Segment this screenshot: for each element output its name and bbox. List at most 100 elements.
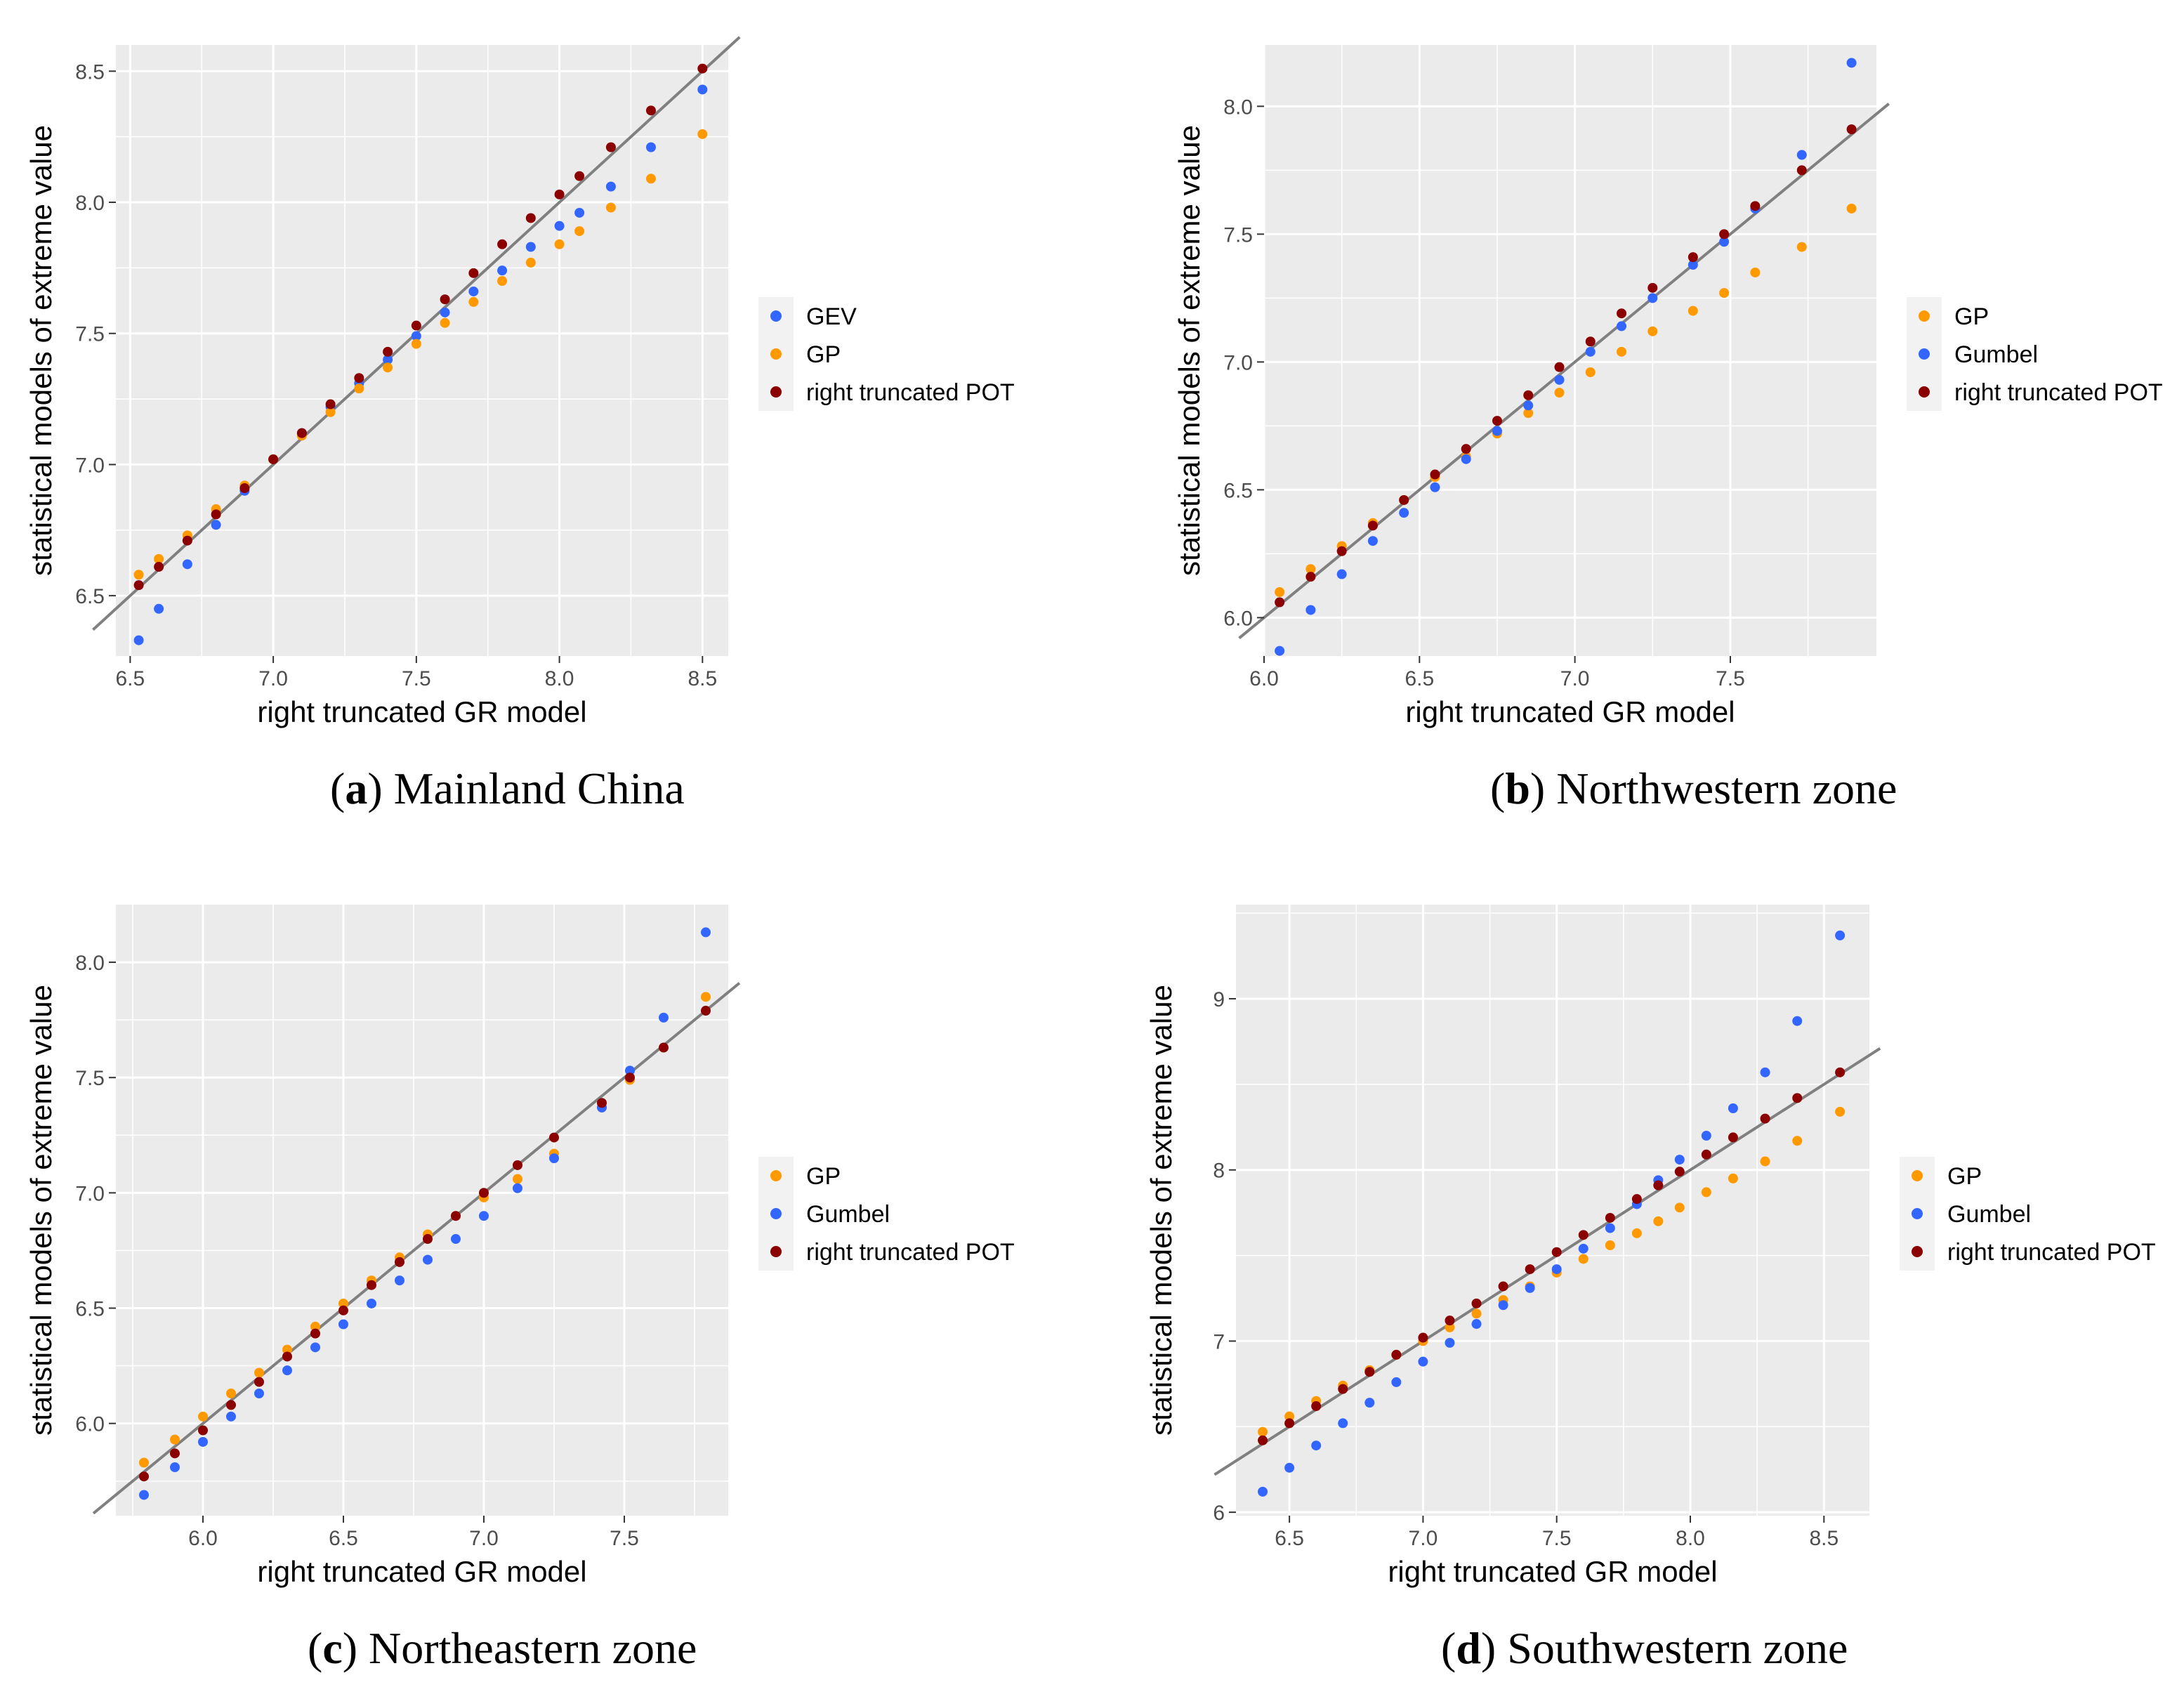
- point-right-truncated-pot: [254, 1377, 264, 1387]
- plot-background: [116, 905, 728, 1516]
- y-tick-label: 7.5: [1223, 223, 1253, 247]
- legend-marker: [1919, 348, 1930, 360]
- point-gumbel: [1688, 260, 1698, 270]
- y-axis-title: statistical models of extreme value: [1145, 985, 1178, 1436]
- point-gumbel: [1605, 1223, 1615, 1233]
- point-gp: [1760, 1156, 1770, 1167]
- point-right-truncated-pot: [597, 1098, 607, 1108]
- point-gp: [1750, 267, 1761, 277]
- y-axis-title: statistical models of extreme value: [25, 985, 58, 1436]
- point-right-truncated-pot: [625, 1072, 635, 1083]
- point-gumbel: [1445, 1337, 1455, 1348]
- point-gp: [1674, 1202, 1685, 1213]
- point-right-truncated-pot: [1492, 416, 1502, 426]
- point-gp: [338, 1298, 348, 1308]
- point-gp: [154, 553, 164, 564]
- point-gp: [1701, 1187, 1711, 1198]
- point-right-truncated-pot: [1284, 1418, 1295, 1429]
- point-gp: [1631, 1228, 1642, 1238]
- point-gumbel: [282, 1365, 292, 1376]
- point-right-truncated-pot: [549, 1132, 559, 1143]
- point-right-truncated-pot: [1367, 520, 1378, 531]
- point-right-truncated-pot: [525, 213, 536, 223]
- y-tick-label: 7.0: [75, 454, 105, 477]
- point-right-truncated-pot: [497, 239, 508, 249]
- caption-text: Mainland China: [393, 763, 685, 813]
- x-tick-label: 6.0: [188, 1527, 218, 1550]
- point-gumbel: [1430, 482, 1440, 492]
- legend-marker: [1912, 1208, 1923, 1219]
- points: [1275, 58, 1857, 656]
- point-gp: [411, 339, 421, 349]
- point-right-truncated-pot: [574, 171, 585, 181]
- chart-mainland-china: 6.5 7.0 7.5 8.0 8.5 6.5 7.0 7.5 8.0 8.5 right trun…: [25, 36, 1015, 728]
- point-gp: [1792, 1136, 1803, 1146]
- point-gumbel: [254, 1389, 264, 1398]
- point-gp: [1275, 586, 1285, 597]
- point-gp: [701, 992, 711, 1002]
- point-gumbel: [1719, 237, 1730, 247]
- point-gumbel: [1275, 645, 1285, 656]
- caption-text: Northwestern zone: [1556, 763, 1897, 813]
- point-gumbel: [1471, 1319, 1482, 1330]
- legend-label: GP: [1947, 1163, 1982, 1190]
- point-right-truncated-pot: [1554, 362, 1565, 372]
- legend-marker: [770, 348, 782, 360]
- legend-label: right truncated POT: [1954, 379, 2163, 406]
- point-gumbel: [1792, 1016, 1803, 1026]
- point-gumbel: [170, 1462, 180, 1473]
- point-right-truncated-pot: [697, 63, 708, 74]
- y-tick-label: 9: [1213, 988, 1225, 1011]
- x-axis-title: right truncated GR model: [257, 695, 586, 728]
- point-gp: [226, 1389, 236, 1398]
- x-tick-label: 7.5: [1716, 667, 1745, 690]
- panel-mainland-china: 6.5 7.0 7.5 8.0 8.5 6.5 7.0 7.5 8.0 8.5 right trun…: [0, 0, 1092, 846]
- y-tick-label: 7.5: [75, 1067, 105, 1090]
- panel-northwestern-zone: 6.0 6.5 7.0 7.5 6.0 6.5 7.0 7.5 8.0 right truncat…: [1092, 0, 2184, 846]
- point-gumbel: [1551, 1264, 1562, 1275]
- point-gp: [1728, 1173, 1738, 1183]
- point-right-truncated-pot: [296, 428, 307, 438]
- point-gp: [1796, 242, 1807, 252]
- point-right-truncated-pot: [1275, 597, 1285, 608]
- point-right-truncated-pot: [1719, 229, 1730, 240]
- legend-label: GP: [806, 341, 841, 368]
- x-axis-title: right truncated GR model: [257, 1555, 586, 1588]
- point-gumbel: [423, 1254, 433, 1265]
- point-gp: [574, 226, 585, 237]
- plot-background: [1264, 45, 1876, 656]
- legend-marker: [1919, 386, 1930, 398]
- point-gumbel: [1311, 1441, 1322, 1451]
- point-gumbel: [1701, 1130, 1711, 1141]
- point-right-truncated-pot: [1399, 494, 1409, 505]
- y-tick-label: 6.5: [75, 585, 105, 608]
- y-tick-label: 8.0: [1223, 96, 1253, 119]
- point-gumbel: [701, 927, 711, 938]
- point-gp: [513, 1174, 522, 1184]
- point-gp: [325, 407, 336, 417]
- x-tick-label: 8.0: [1676, 1527, 1705, 1550]
- point-gp: [1258, 1426, 1268, 1437]
- point-right-truncated-pot: [1498, 1281, 1508, 1292]
- point-right-truncated-pot: [383, 346, 393, 357]
- point-right-truncated-pot: [1461, 444, 1471, 454]
- point-right-truncated-pot: [1631, 1194, 1642, 1205]
- point-gp: [645, 173, 656, 184]
- point-gumbel: [1674, 1155, 1685, 1165]
- point-right-truncated-pot: [1391, 1349, 1402, 1360]
- point-right-truncated-pot: [513, 1160, 522, 1170]
- point-right-truncated-pot: [1430, 469, 1440, 480]
- point-gumbel: [1336, 569, 1347, 579]
- y-axis-title: statistical models of extreme value: [1173, 125, 1206, 576]
- caption-d: (d) Southwestern zone: [1441, 1623, 1848, 1673]
- point-right-truncated-pot: [133, 580, 144, 591]
- point-gumbel: [1364, 1398, 1375, 1408]
- legend-label: right truncated POT: [806, 1239, 1015, 1266]
- point-gp: [282, 1344, 292, 1355]
- legend-label: GP: [1954, 303, 1989, 330]
- point-right-truncated-pot: [1674, 1167, 1685, 1177]
- point-right-truncated-pot: [1728, 1132, 1738, 1143]
- point-gp: [1846, 203, 1857, 214]
- point-right-truncated-pot: [1585, 336, 1596, 347]
- x-tick-label: 7.0: [1409, 1527, 1438, 1550]
